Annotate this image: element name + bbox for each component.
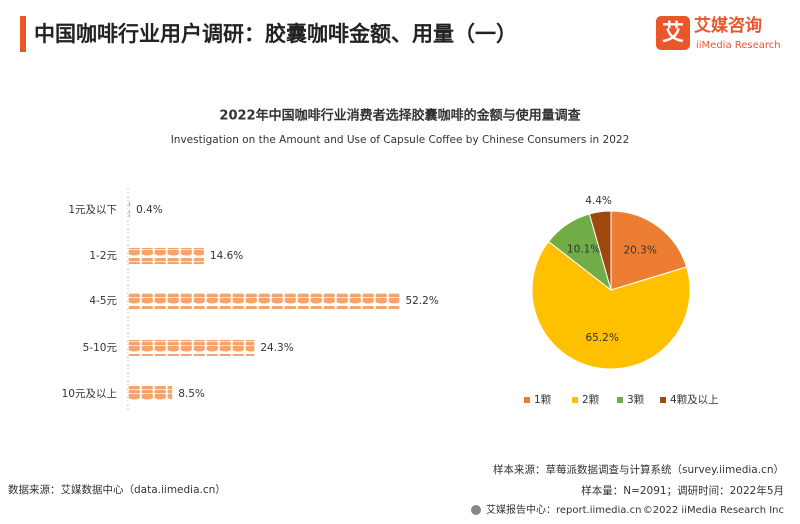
legend-swatch [524, 397, 530, 403]
bar [128, 386, 173, 402]
value-label: 14.6% [210, 250, 243, 262]
value-label: 20.3% [623, 245, 656, 257]
category-label: 4-5元 [89, 295, 117, 307]
logo-cn: 艾媒咨询 [694, 15, 762, 36]
category-label: 1-2元 [89, 250, 117, 262]
legend-swatch [617, 397, 623, 403]
logo-icon [656, 16, 690, 50]
legend-swatch [660, 397, 666, 403]
value-label: 24.3% [260, 342, 293, 354]
legend-label: 4颗及以上 [670, 394, 719, 406]
bar [128, 248, 204, 264]
bar [128, 340, 255, 356]
copyright: ©2022 iiMedia Research Inc [643, 505, 784, 516]
page-title: 中国咖啡行业用户调研：胶囊咖啡金额、用量（一） [34, 22, 517, 46]
bar [128, 293, 400, 309]
legend-label: 1颗 [534, 394, 552, 406]
bar [128, 202, 131, 218]
chart-title: 2022年中国咖啡行业消费者选择胶囊咖啡的金额与使用量调查 [219, 108, 581, 124]
value-label: 0.4% [136, 204, 163, 216]
logo-glyph: 艾 [662, 21, 684, 46]
legend-swatch [572, 397, 578, 403]
logo-en: iiMedia Research [696, 40, 781, 51]
chart-subtitle: Investigation on the Amount and Use of C… [171, 134, 630, 146]
value-label: 10.1% [567, 243, 600, 255]
legend-label: 3颗 [627, 394, 645, 406]
sample-size: 样本量：N=2091；调研时间：2022年5月 [581, 484, 784, 497]
pie-slice [588, 210, 612, 291]
source: 数据来源：艾媒数据中心（data.iimedia.cn） [8, 483, 226, 496]
category-label: 1元及以下 [68, 204, 117, 216]
sample-source: 样本来源：草莓派数据调查与计算系统（survey.iimedia.cn） [493, 463, 784, 476]
category-label: 10元及以上 [62, 388, 117, 400]
pie-slice [531, 240, 691, 370]
legend-label: 2颗 [582, 394, 600, 406]
value-label: 4.4% [585, 195, 612, 207]
report: 艾媒报告中心：report.iimedia.cn [486, 503, 641, 516]
value-label: 52.2% [405, 295, 438, 307]
value-label: 8.5% [178, 388, 205, 400]
footer-icon [471, 505, 481, 515]
pie-slice [610, 210, 688, 291]
category-label: 5-10元 [83, 342, 118, 354]
title-accent [20, 16, 26, 52]
value-label: 65.2% [585, 332, 618, 344]
